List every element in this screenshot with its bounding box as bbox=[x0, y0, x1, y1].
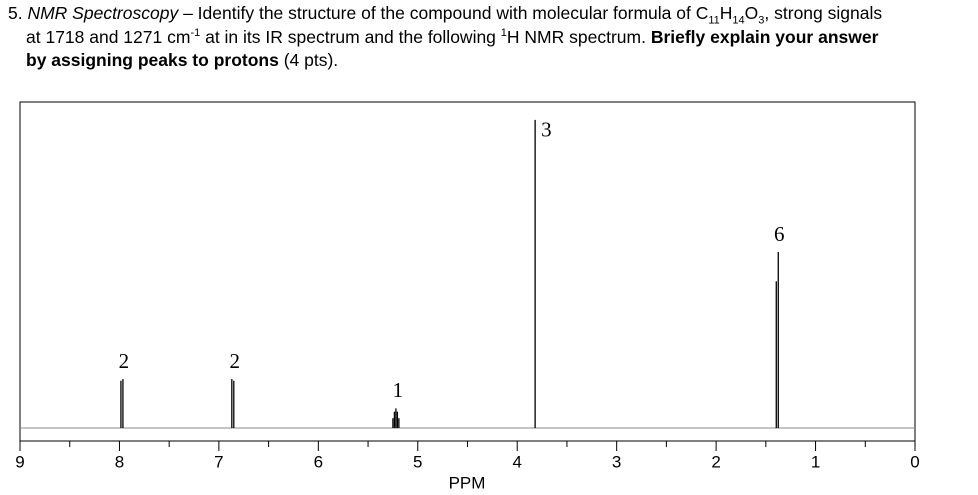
question-line: 5. NMR Spectroscopy – Identify the struc… bbox=[8, 2, 882, 26]
x-tick-label: 5 bbox=[413, 452, 422, 471]
question-text: Briefly explain your answer bbox=[650, 26, 879, 47]
question-text: NMR Spectroscopy bbox=[27, 3, 179, 23]
integration-label: 2 bbox=[119, 349, 130, 373]
question-text: H bbox=[719, 3, 733, 23]
question-text: – Identify the structure of the compound… bbox=[178, 3, 709, 23]
integration-label: 3 bbox=[541, 118, 552, 142]
x-tick-label: 6 bbox=[314, 452, 323, 471]
question-text: (4 pts). bbox=[278, 50, 339, 70]
question-line: at 1718 and 1271 cm-1 at in its IR spect… bbox=[8, 26, 882, 50]
question-text: -1 bbox=[190, 26, 201, 39]
x-tick-label: 0 bbox=[910, 452, 919, 471]
integration-label: 1 bbox=[393, 378, 404, 402]
x-tick-label: 8 bbox=[115, 452, 124, 471]
integration-label: 6 bbox=[774, 222, 785, 246]
x-tick-label: 4 bbox=[512, 452, 521, 471]
x-tick-label: 3 bbox=[612, 452, 621, 471]
x-tick-label: 1 bbox=[811, 452, 820, 471]
question-text: 11 bbox=[708, 14, 720, 27]
integration-label: 2 bbox=[230, 349, 241, 373]
question: 5. NMR Spectroscopy – Identify the struc… bbox=[8, 2, 882, 73]
x-axis-label: PPM bbox=[449, 473, 486, 492]
question-text: 14 bbox=[732, 14, 745, 27]
question-text: at 1718 and 1271 cm bbox=[26, 26, 191, 47]
x-tick-label: 9 bbox=[15, 452, 24, 471]
question-text: O bbox=[744, 3, 759, 23]
question-text: 5. bbox=[8, 3, 28, 23]
question-text: H NMR spectrum. bbox=[506, 26, 651, 47]
question-text: , strong signals bbox=[764, 3, 883, 23]
question-line: by assigning peaks to protons (4 pts). bbox=[8, 49, 882, 73]
plot-frame bbox=[19, 101, 916, 442]
question-text: 1 bbox=[500, 26, 507, 39]
question-text: 3 bbox=[758, 14, 765, 27]
x-tick-label: 2 bbox=[711, 452, 720, 471]
question-text: at in its IR spectrum and the following bbox=[200, 26, 501, 47]
question-text: by assigning peaks to protons bbox=[26, 50, 279, 70]
x-tick-label: 7 bbox=[214, 452, 223, 471]
